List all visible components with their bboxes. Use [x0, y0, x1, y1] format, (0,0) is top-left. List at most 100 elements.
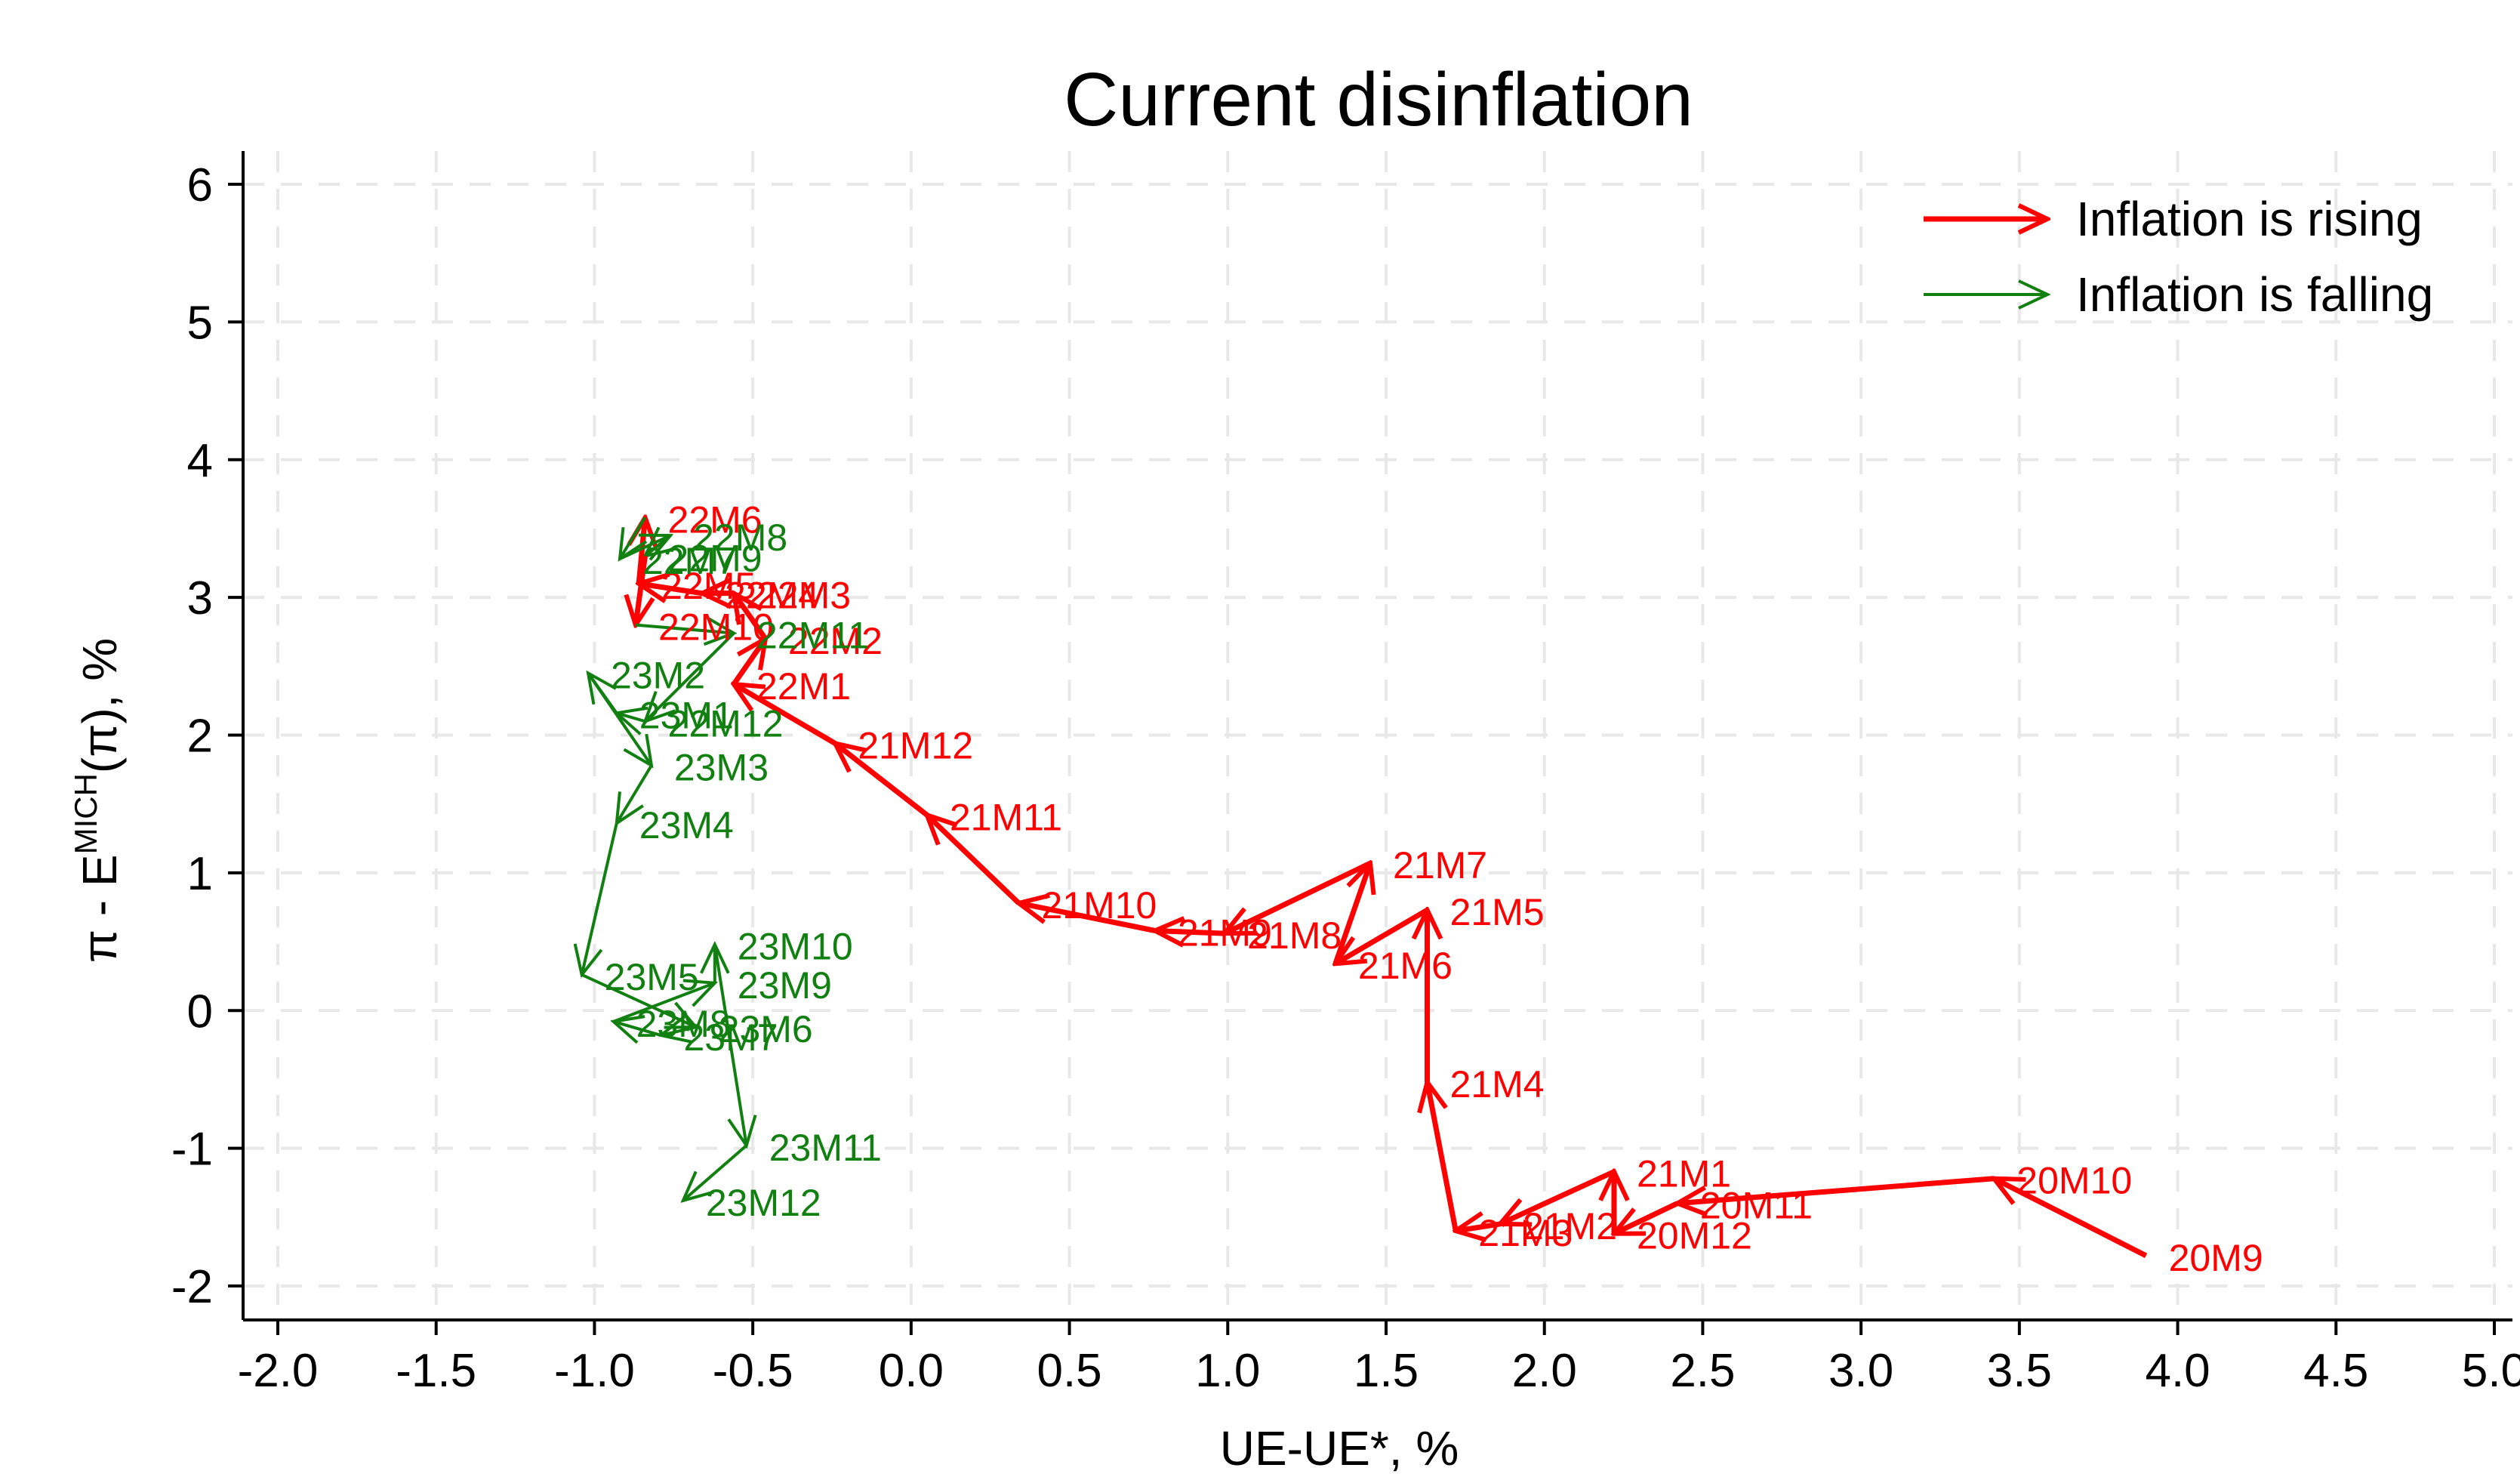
point-label-21m4: 21M4	[1450, 1063, 1545, 1106]
point-labels: 20M920M1020M1120M1221M121M221M321M421M52…	[605, 498, 2263, 1279]
y-tick-label: 0	[187, 985, 213, 1038]
y-tick-label: 4	[187, 435, 213, 487]
point-label-21m7: 21M7	[1393, 844, 1487, 887]
point-label-23m1: 23M1	[639, 694, 734, 736]
y-tick-labels: -2 -1 0 1 2 3 4 5 6	[171, 159, 213, 1313]
arrow-23m2-to-23m3	[587, 672, 652, 765]
x-tick-label: 1.0	[1195, 1345, 1260, 1397]
x-tick-label: -1.5	[396, 1345, 476, 1397]
arrow-23m10-to-23m11	[713, 944, 747, 1146]
point-label-23m6: 23M6	[719, 1008, 813, 1050]
arrow-22m4-to-22m5	[639, 584, 703, 594]
x-tick-label: 3.0	[1828, 1345, 1893, 1397]
arrow-20m9-to-20m10	[1994, 1179, 2148, 1258]
point-label-22m6: 22M6	[668, 498, 762, 541]
x-tick-label: 0.5	[1037, 1345, 1101, 1397]
point-label-23m5: 23M5	[605, 956, 699, 998]
point-label-21m8: 21M8	[1247, 914, 1342, 957]
point-label-21m11: 21M11	[950, 796, 1062, 838]
point-label-23m9: 23M9	[738, 964, 832, 1007]
arrow-23m4-to-23m5	[582, 822, 618, 975]
y-axis-title-suffix: (π), %	[72, 638, 127, 773]
point-label-22m3: 22M3	[756, 575, 851, 617]
point-label-20m9: 20M9	[2169, 1237, 2263, 1279]
point-label-23m8: 23M8	[636, 1003, 731, 1045]
arrow-21m6-to-21m7	[1332, 863, 1370, 965]
y-axis-title: π - EMICH(π), %	[68, 638, 127, 963]
arrow-21m2-to-21m3	[1456, 1224, 1501, 1231]
chart-title: Current disinflation	[1064, 57, 1693, 142]
x-tick-label: 3.5	[1987, 1345, 2052, 1397]
arrow-22m11-to-22m12	[645, 632, 735, 722]
y-tick-label: 2	[187, 711, 213, 763]
x-tick-label: 0.0	[879, 1345, 944, 1397]
y-tick-label: -1	[171, 1124, 213, 1176]
x-tick-label: -1.0	[554, 1345, 635, 1397]
arrow-22m9-to-22m10	[636, 555, 645, 624]
arrow-23m11-to-23m12	[683, 1144, 748, 1201]
x-tick-label: 5.0	[2462, 1345, 2520, 1397]
point-label-21m5: 21M5	[1450, 891, 1545, 933]
arrow-23m3-to-23m4	[617, 764, 653, 824]
x-tick-label: 2.5	[1670, 1345, 1735, 1397]
point-label-22m9: 22M9	[668, 537, 762, 579]
arrow-21m9-to-21m10	[1018, 903, 1156, 933]
arrow-22m6-to-22m7	[620, 517, 645, 559]
point-label-22m7: 22M7	[642, 540, 737, 582]
y-tick-label: 6	[187, 159, 213, 211]
point-label-23m11: 23M11	[769, 1127, 882, 1169]
arrow-21m1-to-21m2	[1500, 1169, 1616, 1224]
y-axis-title-main: π - E	[72, 854, 127, 963]
x-tick-label: 2.0	[1512, 1345, 1577, 1397]
point-label-23m4: 23M4	[639, 804, 734, 846]
point-label-23m2: 23M2	[611, 654, 705, 696]
arrow-22m12-to-23m1	[617, 713, 645, 721]
arrow-21m8-to-21m9	[1155, 930, 1225, 933]
point-label-22m11: 22M11	[756, 615, 869, 657]
point-label-21m2: 21M2	[1523, 1205, 1617, 1247]
point-label-21m6: 21M6	[1358, 945, 1453, 987]
point-label-23m10: 23M10	[738, 926, 853, 968]
legend-label-rising: Inflation is rising	[2076, 192, 2423, 246]
y-axis-title-superscript: MICH	[68, 773, 103, 854]
point-label-22m2: 22M2	[788, 620, 883, 662]
point-label-20m10: 20M10	[2016, 1160, 2132, 1202]
arrow-20m11-to-20m12	[1614, 1201, 1679, 1236]
legend: Inflation is rising Inflation is falling	[1924, 192, 2433, 322]
point-label-21m12: 21M12	[858, 724, 973, 766]
point-label-23m7: 23M7	[684, 1016, 778, 1059]
point-label-22m4: 22M4	[725, 575, 819, 617]
x-tick-label: 1.5	[1354, 1345, 1419, 1397]
y-tick-label: -2	[171, 1261, 213, 1313]
point-label-20m12: 20M12	[1637, 1215, 1752, 1257]
x-axis-title: UE-UE*, %	[1220, 1421, 1459, 1474]
arrow-21m11-to-21m12	[835, 743, 929, 818]
x-tick-label: -2.0	[238, 1345, 319, 1397]
point-label-21m9: 21M9	[1178, 911, 1272, 954]
x-tick-label: 4.0	[2145, 1345, 2210, 1397]
x-tick-label: 4.5	[2303, 1345, 2368, 1397]
point-label-22m8: 22M8	[693, 517, 787, 559]
x-tick-labels: -2.0 -1.5 -1.0 -0.5 0.0 0.5 1.0 1.5 2.0 2.5 3.0 3.5…	[238, 1345, 2520, 1397]
point-label-22m1: 22M1	[756, 665, 851, 708]
axes	[228, 151, 2512, 1335]
point-label-22m10: 22M10	[658, 606, 774, 649]
point-label-23m12: 23M12	[706, 1182, 821, 1224]
point-label-20m11: 20M11	[1700, 1185, 1813, 1227]
point-label-21m10: 21M10	[1041, 884, 1157, 927]
point-label-21m1: 21M1	[1637, 1153, 1731, 1195]
arrow-23m8-to-23m9	[612, 983, 715, 1023]
y-tick-label: 3	[187, 572, 213, 624]
point-label-23m3: 23M3	[674, 747, 769, 789]
arrow-21m3-to-21m4	[1428, 1082, 1459, 1232]
arrow-21m12-to-22m1	[734, 684, 836, 746]
arrow-22m8-to-22m9	[645, 535, 671, 556]
trajectory-arrows	[582, 517, 2148, 1258]
y-tick-label: 1	[187, 848, 213, 900]
arrow-22m2-to-22m3	[734, 594, 768, 640]
gridlines	[243, 151, 2512, 1320]
arrow-21m5-to-21m6	[1335, 908, 1429, 964]
legend-label-falling: Inflation is falling	[2076, 267, 2433, 322]
x-tick-label: -0.5	[713, 1345, 793, 1397]
